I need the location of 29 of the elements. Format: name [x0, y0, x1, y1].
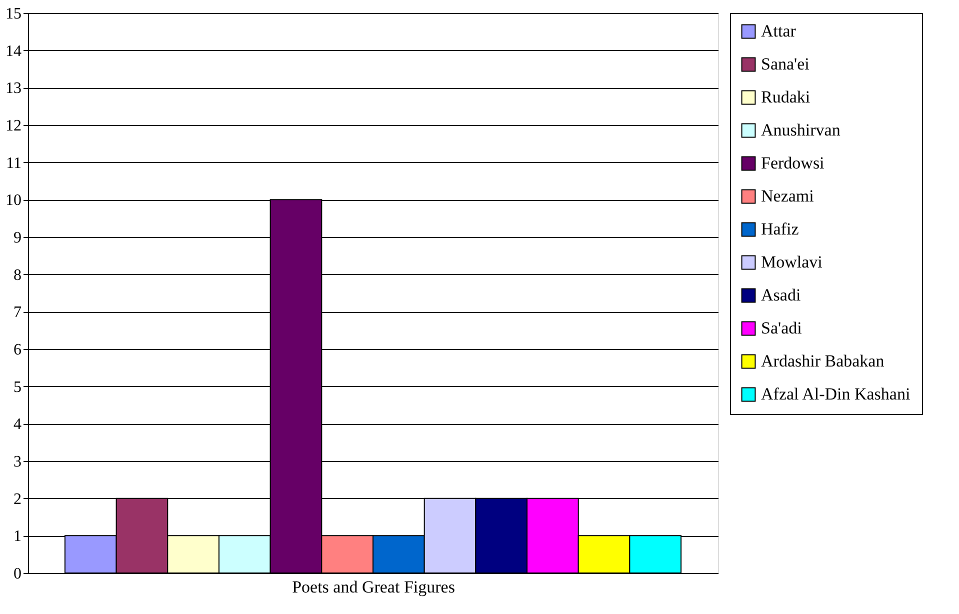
legend-label: Anushirvan [761, 120, 841, 140]
legend-label: Hafiz [761, 220, 800, 238]
y-tick-label: 3 [14, 454, 22, 470]
legend-label: Attar [761, 22, 796, 40]
y-tick-label: 13 [6, 80, 22, 98]
legend-label: Nezami [761, 186, 814, 206]
x-axis-title: Poets and Great Figures [292, 578, 455, 596]
y-tick-label: 12 [6, 118, 22, 134]
y-tick-label: 5 [14, 378, 22, 396]
y-tick-label: 11 [6, 154, 22, 172]
legend-label: Afzal Al-Din Kashani [761, 384, 910, 404]
legend-label: Sana'ei [761, 54, 810, 74]
y-tick-label: 14 [6, 42, 22, 60]
y-tick-label: 9 [14, 230, 22, 246]
legend-label: Ferdowsi [761, 154, 825, 172]
y-tick-label: 4 [14, 416, 22, 434]
legend-label: Sa'adi [761, 318, 802, 338]
y-tick-label: 8 [14, 266, 22, 284]
y-tick-label: 2 [14, 490, 22, 508]
y-tick-label: 1 [14, 528, 22, 546]
legend-label: Asadi [761, 286, 801, 304]
y-tick-label: 7 [14, 304, 22, 322]
y-tick-label: 0 [14, 566, 22, 582]
legend-label: Rudaki [761, 88, 810, 106]
legend-label: Ardashir Babakan [761, 352, 885, 370]
y-tick-label: 10 [6, 192, 22, 210]
legend-label: Mowlavi [761, 252, 823, 272]
y-tick-label: 6 [14, 342, 22, 358]
y-tick-label: 15 [6, 6, 22, 22]
